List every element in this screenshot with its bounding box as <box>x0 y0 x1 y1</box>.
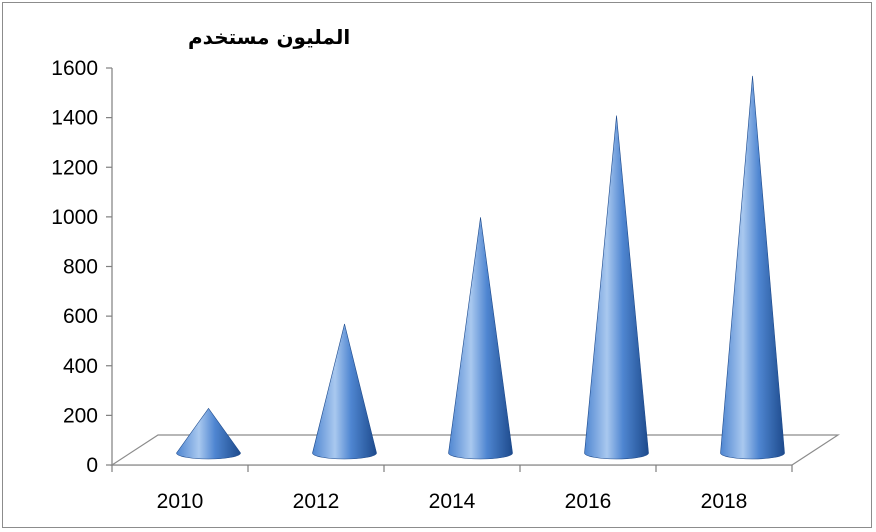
cone-bar-2018 <box>720 75 785 460</box>
axes <box>111 68 792 466</box>
cone-bar-2010 <box>176 407 241 460</box>
y-tick-label: 1600 <box>51 57 98 80</box>
y-unit-label: المليون مستخدم <box>188 25 350 49</box>
cone-body <box>720 75 785 460</box>
cone-series <box>176 75 785 460</box>
y-tick-label: 600 <box>63 305 98 328</box>
cone-body <box>176 407 241 460</box>
cone-bar-2014 <box>448 217 513 460</box>
x-tick-label: 2012 <box>293 490 340 513</box>
y-tick-label: 1200 <box>51 156 98 179</box>
x-tick-label: 2010 <box>157 490 204 513</box>
y-tick-label: 400 <box>63 355 98 378</box>
x-tick-label: 2018 <box>701 490 748 513</box>
cone-bar-2012 <box>312 323 377 460</box>
cone-body <box>312 323 377 460</box>
cone-bar-2016 <box>584 115 649 460</box>
x-tick-label: 2016 <box>565 490 612 513</box>
y-tick-label: 200 <box>63 404 98 427</box>
cone-body <box>448 217 513 460</box>
x-tick-label: 2014 <box>429 490 476 513</box>
y-tick-labels: 0 200 400 600 800 1000 1200 1400 1600 <box>51 57 112 477</box>
y-tick-label: 1000 <box>51 206 98 229</box>
y-tick-label: 800 <box>63 256 98 279</box>
x-tick-labels: 2010 2012 2014 2016 2018 <box>111 465 793 513</box>
y-tick-label: 0 <box>86 454 98 477</box>
y-tick-label: 1400 <box>51 107 98 130</box>
cone-body <box>584 115 649 460</box>
